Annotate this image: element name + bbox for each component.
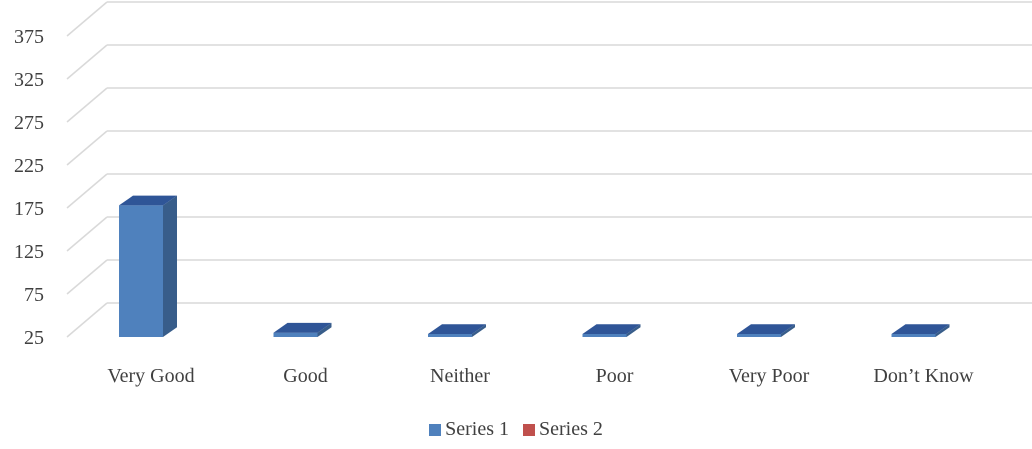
x-axis-categories: Very Good Good Neither Poor Very Poor Don’t K… [107,365,974,387]
legend-item-series-2: Series 2 [523,418,603,441]
legend-label-series-1: Series 1 [445,418,509,440]
bar-top-4 [737,324,795,334]
gridline-depth [66,173,108,209]
x-category-label: Don’t Know [873,365,974,387]
x-category-label: Good [283,365,327,387]
bar-front-5 [891,334,936,337]
gridline-depth [66,130,108,166]
bar-side-5 [935,324,950,337]
bar-side-4 [781,324,795,337]
y-tick-label: 25 [24,327,44,349]
gridline-depth [66,1,108,37]
y-tick-label: 325 [14,69,44,91]
y-tick-label: 75 [24,284,44,306]
gridline-depth [66,44,108,80]
y-tick-label: 225 [14,155,44,177]
gridline-depth [66,302,108,338]
y-tick-label: 275 [14,112,44,134]
legend: Series 1 Series 2 [0,418,1032,441]
x-category-label: Poor [596,365,634,387]
x-category-label: Neither [430,365,490,387]
legend-label-series-2: Series 2 [539,418,603,440]
y-tick-label: 125 [14,241,44,263]
legend-item-series-1: Series 1 [429,418,509,441]
bar-side-0 [163,195,177,337]
bar-top-2 [428,324,486,334]
bar-front-3 [582,334,627,337]
bar-top-5 [891,324,950,334]
gridline-depth [66,259,108,295]
bar-top-1 [273,322,332,333]
bar-side-1 [317,322,332,337]
y-tick-label: 175 [14,198,44,220]
bar-top-3 [582,324,641,334]
bars [119,195,950,337]
legend-swatch-series-2 [523,423,535,436]
y-axis-ticks: 25 75 125 175 225 275 325 375 [14,26,44,349]
gridline-depth [66,87,108,123]
bar-side-2 [472,324,486,337]
bar-front-4 [737,334,781,337]
y-tick-label: 375 [14,26,44,48]
bar-top-0 [119,195,177,206]
gridline-depth [66,216,108,252]
bar-front-0 [119,205,163,337]
bar-front-1 [273,332,318,337]
grid-layer [66,1,1032,338]
x-category-label: Very Poor [729,365,810,387]
legend-swatch-series-1 [429,423,442,436]
x-category-label: Very Good [107,365,194,387]
bar-front-2 [428,334,472,337]
bar-side-3 [626,324,641,337]
